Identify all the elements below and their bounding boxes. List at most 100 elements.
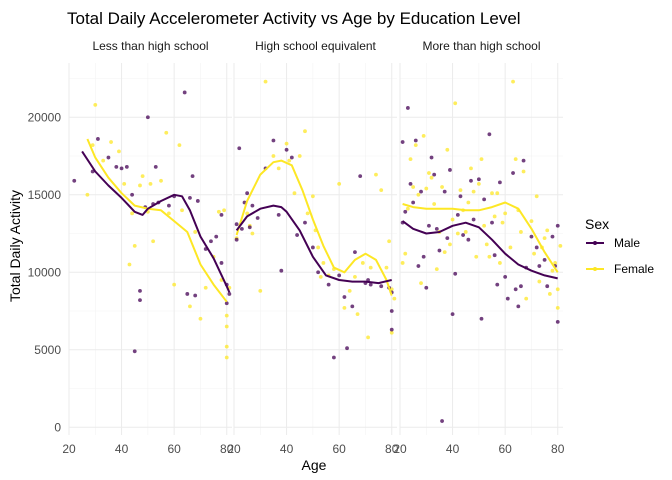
male-point: [167, 203, 171, 208]
facet-strip-label: More than high school: [422, 39, 540, 53]
female-point: [389, 330, 394, 335]
male-point: [219, 261, 224, 265]
male-point: [492, 253, 497, 258]
male-point: [455, 213, 460, 217]
male-point: [353, 250, 357, 255]
male-point: [234, 237, 239, 242]
male-smooth-line: [81, 150, 231, 293]
female-point: [180, 208, 184, 213]
female-point: [130, 211, 134, 216]
female-point: [188, 304, 192, 309]
male-point: [419, 189, 423, 194]
legend-item-female: Female: [586, 262, 654, 276]
female-point: [159, 178, 163, 183]
male-point: [445, 236, 450, 241]
female-point: [545, 228, 550, 233]
female-point: [476, 182, 481, 186]
x-tick-label: 60: [167, 442, 181, 456]
x-tick-label: 20: [62, 442, 76, 456]
female-point: [122, 182, 127, 186]
female-point: [216, 209, 221, 214]
female-point: [366, 335, 370, 340]
female-point: [310, 194, 315, 199]
male-point: [106, 155, 111, 160]
x-tick-label: 40: [280, 442, 294, 456]
male-point: [405, 106, 410, 110]
male-point: [237, 146, 242, 151]
female-point: [224, 355, 229, 360]
male-point: [255, 216, 260, 220]
male-point: [505, 296, 510, 301]
female-point: [318, 275, 323, 279]
male-point: [124, 164, 129, 169]
y-tick-label: 10000: [28, 265, 62, 279]
male-point: [130, 192, 134, 197]
male-point: [271, 138, 276, 143]
male-point: [119, 166, 124, 171]
male-point: [400, 140, 405, 144]
male-point: [511, 171, 515, 175]
male-point: [537, 264, 542, 268]
female-point: [553, 261, 558, 265]
male-point: [424, 285, 429, 290]
female-point: [177, 143, 182, 148]
x-tick-label: 20: [227, 442, 241, 456]
female-point: [524, 296, 529, 301]
female-point: [442, 250, 447, 255]
male-point: [289, 155, 294, 160]
y-tick-label: 20000: [28, 110, 62, 124]
female-point: [347, 288, 352, 293]
male-point: [521, 158, 526, 163]
male-point: [368, 282, 373, 287]
female-point: [387, 239, 392, 244]
female-smooth-line: [86, 138, 228, 303]
male-point: [193, 293, 198, 298]
legend-key-point-male: [593, 241, 597, 245]
legend-item-male: Male: [586, 236, 640, 250]
male-point: [408, 182, 413, 186]
female-point: [511, 79, 515, 84]
female-point: [424, 186, 429, 191]
male-smooth-line: [402, 220, 558, 280]
facet-strip-label: High school equivalent: [255, 39, 376, 53]
female-point: [537, 279, 542, 284]
female-smooth-line: [235, 159, 393, 296]
male-point: [185, 292, 190, 296]
female-point: [547, 292, 552, 296]
male-point: [276, 213, 281, 217]
female-point: [337, 182, 342, 186]
female-point: [471, 189, 476, 194]
legend-label-female: Female: [614, 262, 654, 276]
male-point: [234, 222, 239, 227]
female-point: [316, 245, 321, 250]
female-point: [297, 154, 302, 158]
male-point: [114, 164, 119, 169]
female-point: [508, 245, 513, 250]
male-point: [96, 137, 100, 141]
x-tick-label: 20: [393, 442, 407, 456]
female-point: [93, 102, 98, 107]
female-point: [132, 244, 137, 248]
female-point: [151, 239, 156, 244]
male-point: [227, 292, 232, 296]
female-point: [164, 130, 169, 135]
female-point: [284, 141, 289, 146]
female-point: [355, 312, 360, 316]
female-point: [427, 171, 431, 175]
female-point: [172, 282, 177, 287]
male-point: [303, 220, 307, 225]
male-point: [295, 233, 299, 237]
female-point: [374, 172, 378, 177]
female-point: [453, 101, 458, 106]
male-point: [450, 312, 455, 316]
female-point: [292, 191, 297, 196]
male-point: [437, 248, 442, 253]
female-point: [487, 254, 492, 259]
male-point: [495, 282, 500, 287]
female-point: [445, 147, 450, 152]
female-point: [432, 202, 437, 206]
x-axis-title: Age: [302, 457, 327, 473]
facet-panel: More than high school 20 40 60 80: [393, 39, 564, 456]
x-tick-label: 60: [498, 442, 512, 456]
